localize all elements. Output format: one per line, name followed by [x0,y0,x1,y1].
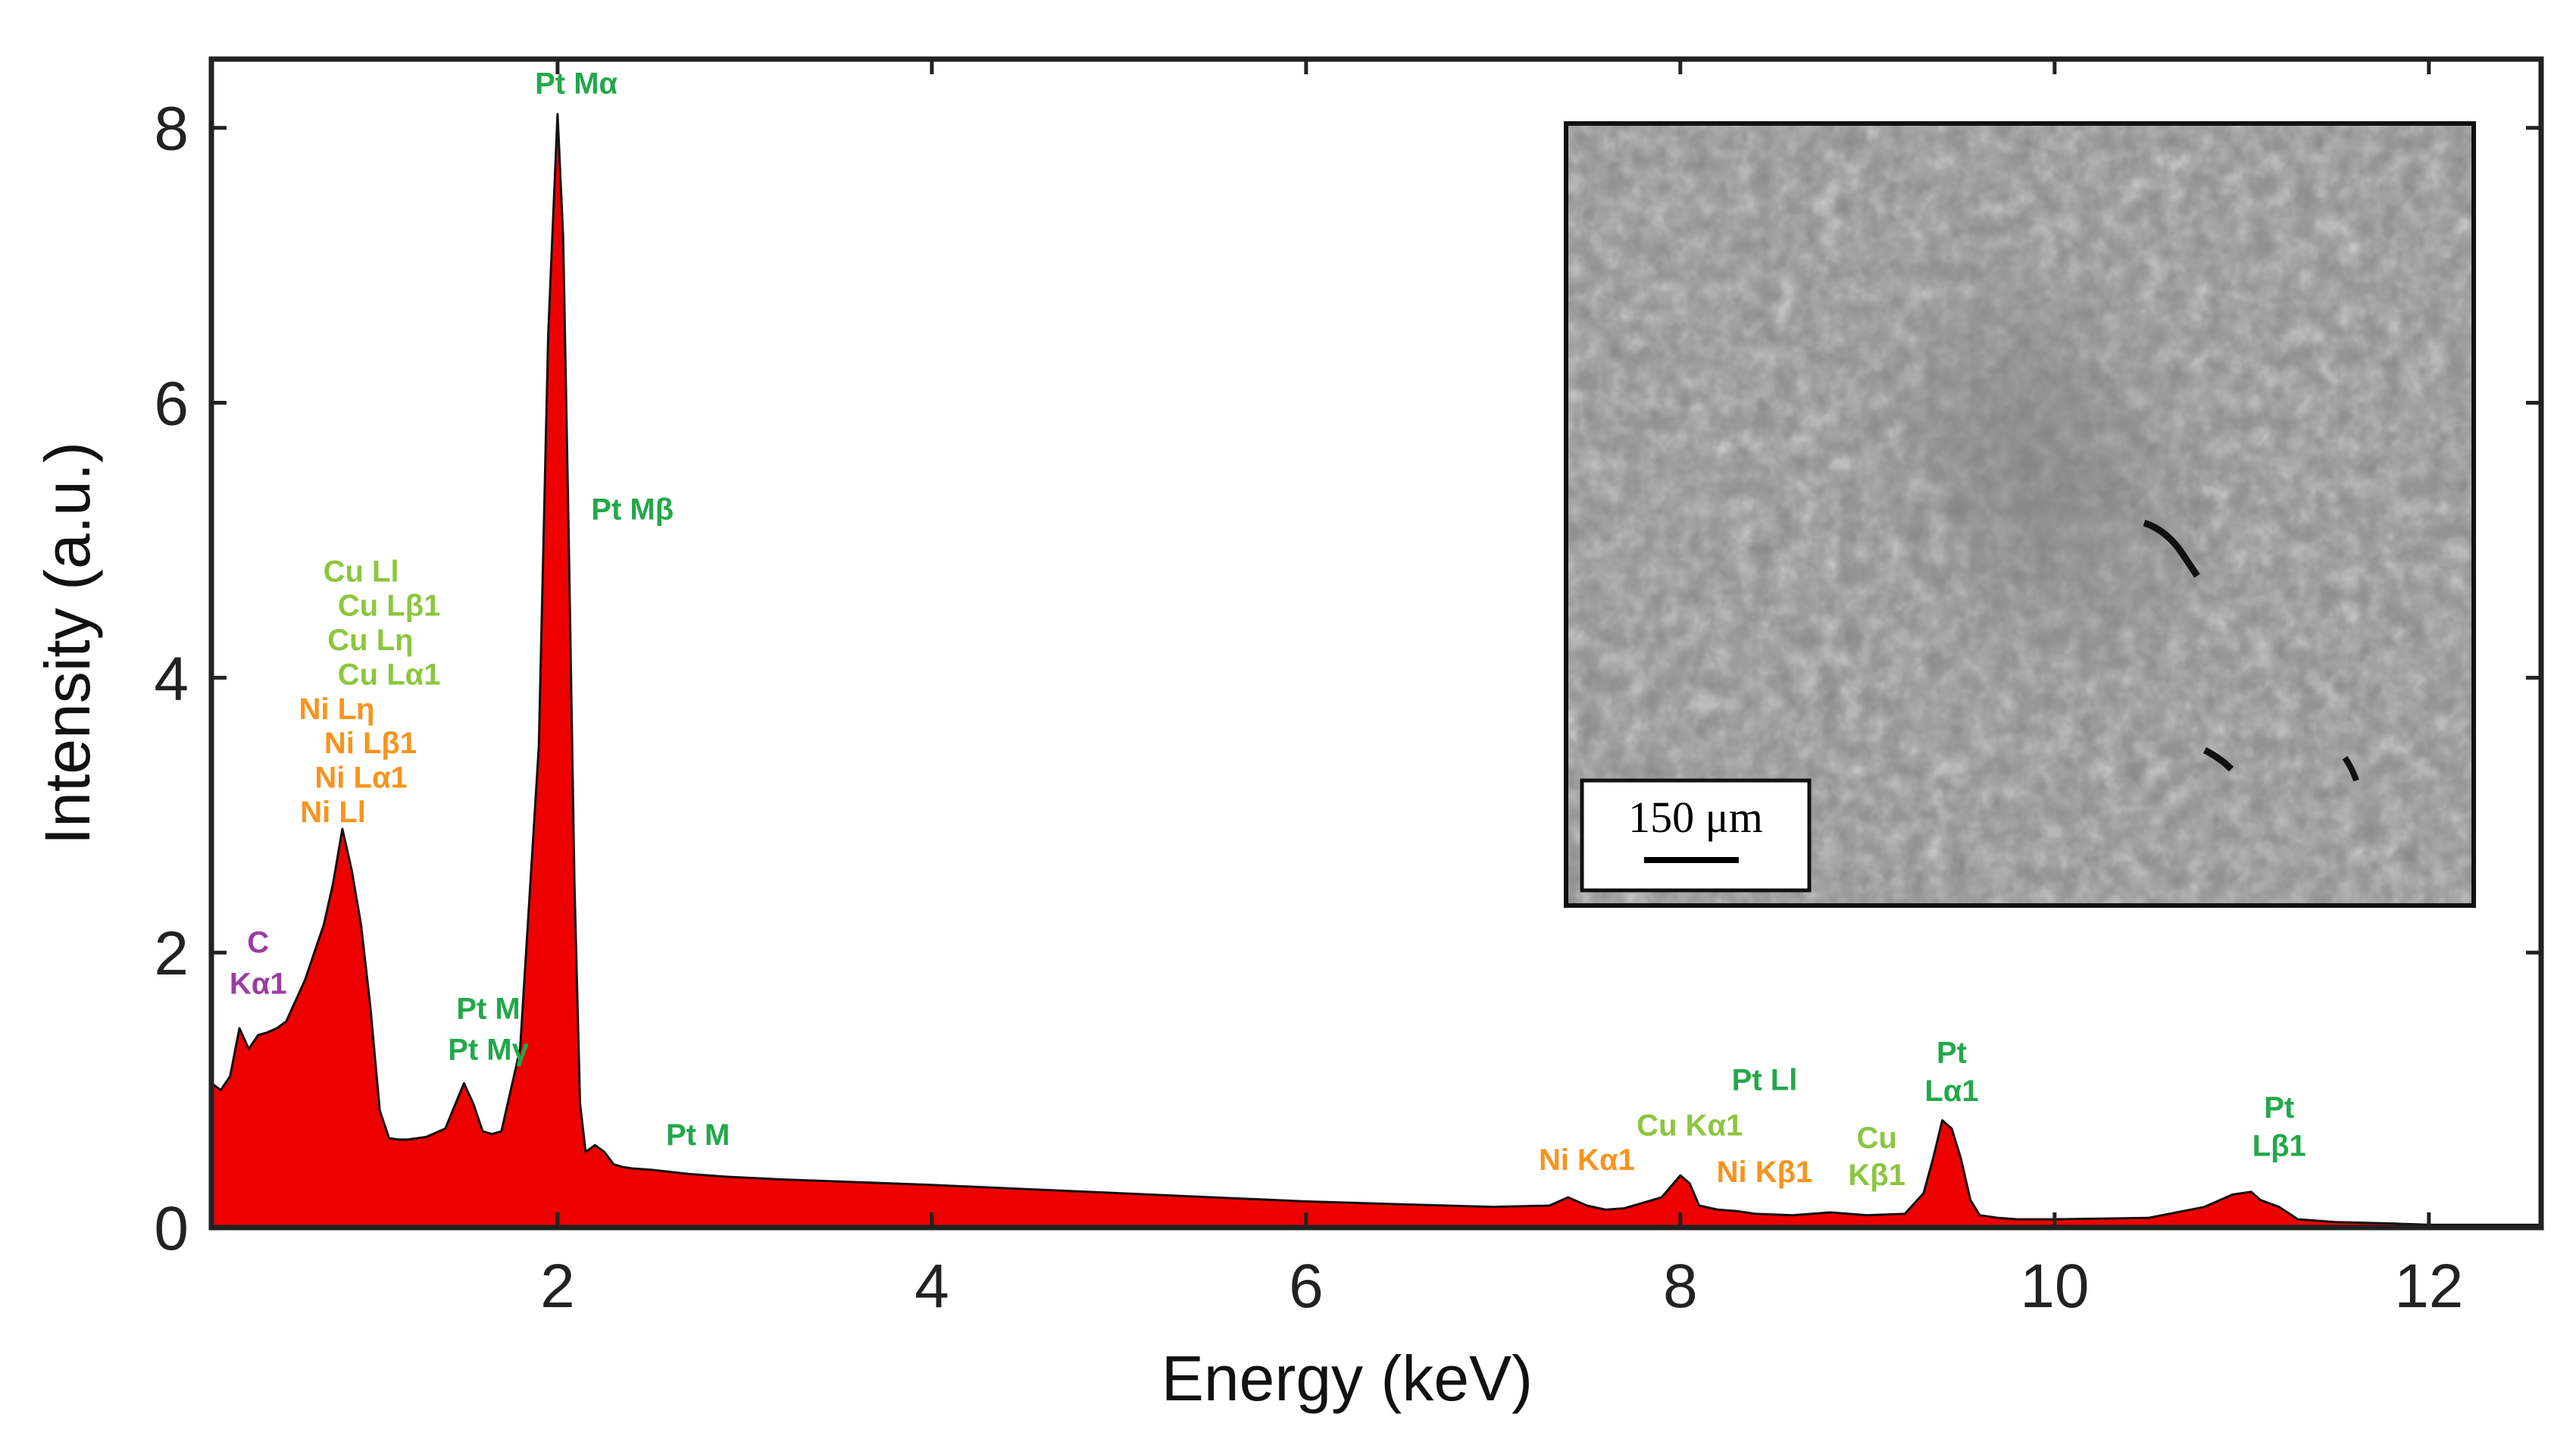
axes-frame [208,56,2544,1231]
peak-annotation: Ni Kβ1 [1717,1156,1813,1189]
y-tick-label: 8 [154,95,189,164]
peak-annotation: Cu Lα1 [338,658,441,691]
x-axis-title: Energy (keV) [1161,1343,1533,1414]
x-tick-label: 10 [2020,1252,2089,1321]
sem-defect-2 [2202,746,2234,772]
peak-annotation: Ni Lβ1 [324,727,417,760]
peak-annotation: Kβ1 [1848,1159,1905,1192]
peak-annotation: Lα1 [1924,1074,1978,1108]
peak-annotation: Cu Lη [327,624,413,657]
peak-annotation: Pt Ll [1732,1064,1798,1097]
sem-smooth-region [1848,231,2228,708]
peak-annotation: Cu Kα1 [1637,1109,1743,1142]
peak-annotation: Pt Mβ [591,493,674,527]
x-tick-label: 4 [914,1252,949,1321]
x-tick-label: 12 [2394,1252,2463,1321]
peak-annotation: Pt [1937,1036,1967,1069]
scale-bar-label: 150 μm [1628,793,1763,842]
ticks-layer: 2 4 6 8 10 12 0 2 4 6 8 [154,59,2541,1321]
scale-bar-box [1580,778,1812,893]
sem-defect-1 [2143,519,2200,578]
y-tick-label: 4 [154,644,189,713]
peak-annotation: Ni Ll [300,796,366,829]
x-tick-label: 2 [540,1252,575,1321]
peak-annotation: Ni Lη [299,693,374,726]
plot-area [210,113,2543,1229]
y-tick-label: 2 [154,919,189,988]
inset-sem-image: 150 μm [1564,121,2476,908]
x-tick-label: 8 [1663,1252,1698,1321]
peak-annotation: Pt [2264,1091,2294,1125]
peak-annotation: Cu [1857,1121,1897,1155]
inset-border [1564,121,2476,908]
y-tick-label: 0 [154,1194,189,1263]
x-tick-label: 6 [1289,1252,1324,1321]
y-tick-label: 6 [154,370,189,439]
peak-annotation: Ni Lα1 [314,761,407,794]
peak-annotation: Cu Lβ1 [338,590,441,623]
peak-annotation: Ni Kα1 [1539,1143,1635,1177]
peak-annotation: Kα1 [230,968,287,1001]
peak-annotation: Pt Mα [535,67,617,100]
peak-annotation: C [247,926,269,959]
y-axis-title: Intensity (a.u.) [32,442,103,845]
peak-annotation: Cu Ll [324,555,399,588]
peak-annotation: Lβ1 [2252,1130,2306,1163]
peak-annotation: Pt M [456,992,520,1025]
sem-defect-3 [2342,755,2359,782]
peak-annotation: Pt M [666,1118,730,1152]
peak-annotation: Pt Mγ [448,1034,529,1067]
spectrum-area [210,113,2543,1229]
